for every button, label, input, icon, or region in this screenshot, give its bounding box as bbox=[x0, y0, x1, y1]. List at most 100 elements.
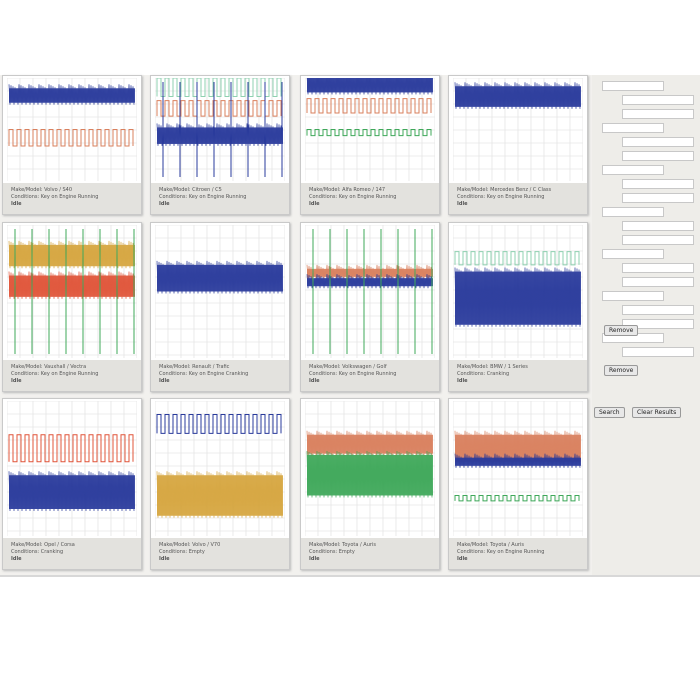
card-caption: Make/Model: Renault / Trafic Conditions: … bbox=[151, 360, 289, 391]
waveform-noise bbox=[156, 471, 283, 518]
waveform-band bbox=[455, 457, 581, 466]
waveform-plot bbox=[7, 225, 137, 358]
waveform-noise bbox=[8, 84, 135, 105]
caption-state: Idle bbox=[11, 201, 22, 207]
caption-conditions: Conditions: Key on Engine Cranking bbox=[159, 371, 249, 377]
caption-conditions: Conditions: Key on Engine Running bbox=[309, 371, 397, 377]
caption-conditions: Conditions: Key on Engine Running bbox=[11, 194, 99, 200]
waveform-band bbox=[307, 268, 433, 277]
caption-make: Make/Model: Toyota / Auris bbox=[309, 542, 376, 548]
form-field bbox=[622, 347, 694, 357]
waveform-plot bbox=[7, 401, 137, 536]
form-field bbox=[622, 179, 694, 189]
caption-conditions: Conditions: Cranking bbox=[11, 549, 64, 555]
waveform-noise bbox=[306, 274, 433, 289]
caption-state: Idle bbox=[159, 201, 170, 207]
waveform-plot bbox=[155, 78, 285, 181]
waveform-trace bbox=[8, 129, 134, 147]
waveform-card: Make/Model: Volvo / S40 Conditions: Key o… bbox=[2, 75, 142, 215]
caption-make: Make/Model: Opel / Corsa bbox=[11, 542, 75, 548]
caption-state: Idle bbox=[309, 378, 320, 384]
caption-conditions: Conditions: Key on Engine Running bbox=[457, 549, 545, 555]
waveform-card: Make/Model: Toyota / Auris Conditions: Em… bbox=[300, 398, 440, 570]
caption-make: Make/Model: Toyota / Auris bbox=[457, 542, 524, 548]
caption-conditions: Conditions: Key on Engine Running bbox=[11, 371, 99, 377]
form-field bbox=[622, 151, 694, 161]
waveform-noise bbox=[306, 264, 433, 279]
button[interactable]: Remove bbox=[604, 325, 639, 336]
form-field bbox=[622, 277, 694, 287]
form-field bbox=[602, 165, 664, 175]
caption-state: Idle bbox=[457, 378, 468, 384]
button[interactable]: Clear Results bbox=[632, 407, 682, 418]
caption-state: Idle bbox=[11, 556, 22, 562]
caption-conditions: Conditions: Key on Engine Running bbox=[159, 194, 247, 200]
caption-conditions: Conditions: Cranking bbox=[457, 371, 510, 377]
waveform-card: Make/Model: Alfa Romeo / 147 Conditions: … bbox=[300, 75, 440, 215]
card-caption: Make/Model: Volvo / S40 Conditions: Key o… bbox=[3, 183, 141, 214]
waveform-noise bbox=[454, 453, 581, 468]
sidebar: Remove Remove Search Clear Results bbox=[592, 75, 700, 575]
form-field bbox=[622, 235, 694, 245]
waveform-plot bbox=[305, 401, 435, 536]
waveform-noise bbox=[454, 82, 581, 109]
caption-make: Make/Model: Mercedes Benz / C Class bbox=[457, 187, 552, 193]
form-field bbox=[602, 291, 664, 301]
results-area: Make/Model: Volvo / S40 Conditions: Key o… bbox=[0, 75, 700, 577]
card-caption: Make/Model: Toyota / Auris Conditions: Em… bbox=[301, 538, 439, 569]
waveform-trace bbox=[156, 414, 282, 434]
button[interactable]: Search bbox=[594, 407, 625, 418]
waveform-card: Make/Model: BMW / 1 Series Conditions: Cr… bbox=[448, 222, 588, 392]
waveform-noise bbox=[454, 267, 581, 327]
card-caption: Make/Model: Citroen / C5 Conditions: Key … bbox=[151, 183, 289, 214]
card-caption: Make/Model: Vauxhall / Vectra Conditions:… bbox=[3, 360, 141, 391]
caption-make: Make/Model: Renault / Trafic bbox=[159, 364, 230, 370]
waveform-card: Make/Model: Volkswagen / Golf Conditions:… bbox=[300, 222, 440, 392]
waveform-band bbox=[307, 278, 433, 287]
waveform-plot bbox=[155, 225, 285, 358]
caption-state: Idle bbox=[457, 556, 468, 562]
form-field bbox=[622, 95, 694, 105]
waveform-plot bbox=[453, 401, 583, 536]
waveform-plot bbox=[453, 225, 583, 358]
form-field bbox=[622, 137, 694, 147]
caption-state: Idle bbox=[309, 556, 320, 562]
waveform-card: Make/Model: Vauxhall / Vectra Conditions:… bbox=[2, 222, 142, 392]
form-field bbox=[622, 263, 694, 273]
waveform-card: Make/Model: Citroen / C5 Conditions: Key … bbox=[150, 75, 290, 215]
waveform-noise bbox=[8, 240, 135, 269]
waveform-plot bbox=[155, 401, 285, 536]
waveform-noise bbox=[306, 430, 433, 456]
form-field bbox=[622, 305, 694, 315]
caption-conditions: Conditions: Empty bbox=[309, 549, 355, 555]
waveform-noise bbox=[8, 271, 135, 299]
card-caption: Make/Model: BMW / 1 Series Conditions: Cr… bbox=[449, 360, 587, 391]
waveform-card: Make/Model: Opel / Corsa Conditions: Cran… bbox=[2, 398, 142, 570]
card-caption: Make/Model: Alfa Romeo / 147 Conditions: … bbox=[301, 183, 439, 214]
waveform-noise bbox=[8, 471, 135, 512]
waveform-card: Make/Model: Toyota / Auris Conditions: Ke… bbox=[448, 398, 588, 570]
waveform-trace bbox=[306, 129, 432, 137]
caption-make: Make/Model: Citroen / C5 bbox=[159, 187, 222, 193]
caption-make: Make/Model: Vauxhall / Vectra bbox=[11, 364, 87, 370]
card-caption: Make/Model: Opel / Corsa Conditions: Cran… bbox=[3, 538, 141, 569]
waveform-noise bbox=[156, 123, 283, 146]
caption-make: Make/Model: Volkswagen / Golf bbox=[309, 364, 387, 370]
waveform-noise bbox=[156, 260, 283, 294]
caption-conditions: Conditions: Empty bbox=[159, 549, 205, 555]
button[interactable]: Remove bbox=[604, 365, 639, 376]
waveform-plot bbox=[7, 78, 137, 181]
card-caption: Make/Model: Volvo / V70 Conditions: Empty… bbox=[151, 538, 289, 569]
form-field bbox=[602, 123, 664, 133]
caption-state: Idle bbox=[159, 556, 170, 562]
caption-state: Idle bbox=[457, 201, 468, 207]
caption-conditions: Conditions: Key on Engine Running bbox=[309, 194, 397, 200]
waveform-plot bbox=[305, 78, 435, 181]
form-field bbox=[602, 81, 664, 91]
waveform-trace bbox=[8, 434, 134, 463]
form-field bbox=[622, 109, 694, 119]
waveform-trace bbox=[454, 495, 580, 502]
waveform-plot bbox=[305, 225, 435, 358]
card-caption: Make/Model: Mercedes Benz / C Class Condi… bbox=[449, 183, 587, 214]
